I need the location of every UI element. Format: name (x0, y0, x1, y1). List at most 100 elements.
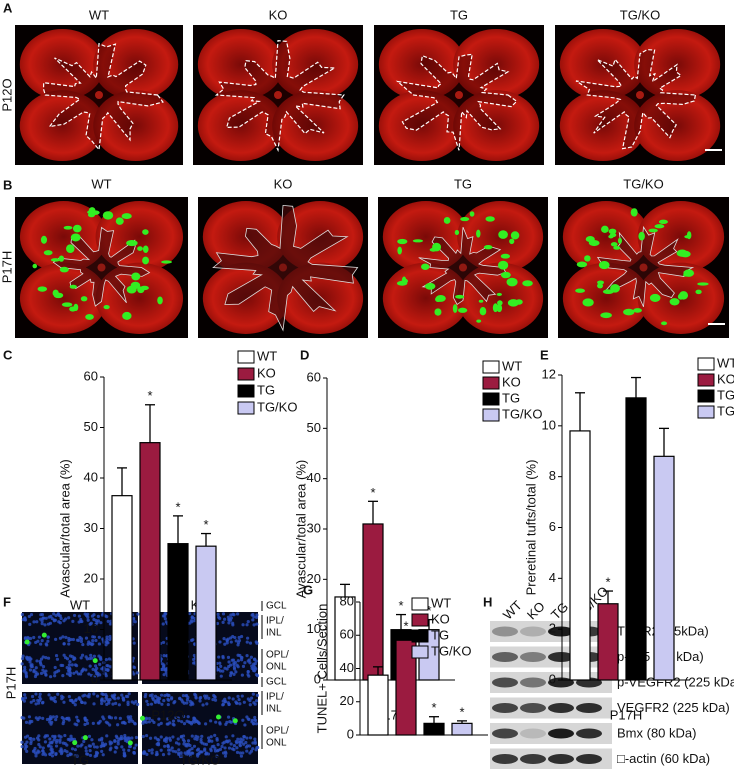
nucleus (188, 699, 192, 703)
y-tick-label: 20 (307, 571, 321, 586)
nucleus (177, 751, 181, 755)
neovascular-tuft (469, 211, 475, 217)
nucleus (108, 715, 112, 720)
nucleus (41, 616, 45, 620)
y-axis-label: Avascular/total area (%) (57, 459, 72, 598)
nucleus (168, 738, 172, 742)
nucleus (231, 734, 235, 738)
retina-image (558, 197, 729, 338)
nucleus (114, 734, 118, 738)
nucleus (254, 722, 258, 726)
nucleus (92, 617, 96, 622)
nucleus (99, 621, 103, 625)
nucleus (204, 696, 208, 700)
nucleus (219, 664, 223, 669)
nucleus (245, 749, 249, 753)
nucleus (44, 673, 48, 677)
nucleus (20, 662, 24, 666)
nucleus (227, 696, 231, 700)
retina-lobe (93, 28, 179, 100)
nucleus (198, 696, 202, 700)
nucleus (232, 613, 236, 617)
neovascular-tuft (601, 225, 609, 233)
nucleus (186, 715, 190, 719)
neovascular-tuft (66, 244, 75, 253)
nucleus (159, 693, 164, 697)
nucleus (180, 720, 184, 724)
nucleus (200, 734, 204, 738)
nucleus (196, 747, 201, 751)
neovascular-tuft (597, 283, 604, 289)
nucleus (58, 740, 62, 744)
neovascular-tuft (59, 266, 69, 273)
nucleus (241, 718, 245, 722)
nucleus (229, 636, 233, 640)
bar (362, 523, 384, 681)
nucleus (217, 615, 221, 619)
nucleus (132, 701, 136, 705)
nucleus (40, 612, 45, 617)
nucleus (190, 734, 194, 738)
nucleus (32, 737, 36, 741)
nucleus (146, 702, 150, 707)
nucleus (171, 735, 175, 739)
neovascular-tuft (69, 284, 77, 289)
neovascular-tuft (584, 255, 591, 262)
nucleus (53, 665, 57, 670)
blot-band (548, 728, 574, 739)
y-tick-label: 60 (84, 368, 98, 383)
y-axis-label: Avascular/total area (%) (293, 460, 308, 599)
nucleus (92, 654, 96, 658)
retina-image (378, 197, 548, 338)
tunel-cell (216, 714, 222, 720)
bar (111, 495, 133, 681)
nucleus (67, 636, 71, 641)
nucleus (236, 737, 240, 741)
tunel-cell (92, 658, 98, 664)
nucleus (144, 733, 149, 738)
neovascular-tuft (654, 224, 665, 229)
blot-band (548, 754, 574, 764)
nucleus (87, 744, 91, 748)
nucleus (188, 611, 192, 616)
nucleus (229, 640, 233, 644)
row-label: P12O (0, 78, 14, 111)
nucleus (213, 746, 217, 751)
nucleus (58, 738, 62, 742)
nucleus (34, 640, 38, 645)
neovascular-tuft (397, 246, 402, 255)
nucleus (165, 722, 169, 726)
neovascular-tuft (669, 298, 680, 306)
retina-image (15, 25, 183, 165)
nucleus (143, 695, 147, 699)
nucleus (75, 638, 80, 642)
x-category-label: P12O (151, 707, 184, 722)
nucleus (119, 734, 123, 739)
nucleus (94, 638, 98, 643)
layer-label: OPL/ (266, 726, 289, 737)
nucleus (234, 670, 238, 674)
nucleus (88, 753, 93, 758)
section-image (139, 692, 260, 764)
nucleus (38, 692, 42, 696)
legend-label: WT (717, 355, 734, 370)
neovascular-tuft (485, 216, 495, 222)
nucleus (30, 694, 35, 699)
neovascular-tuft (161, 260, 172, 264)
nucleus (50, 616, 54, 621)
nucleus (222, 637, 226, 641)
neovascular-tuft (585, 236, 595, 243)
nucleus (166, 748, 171, 752)
nucleus (105, 635, 109, 639)
neovascular-tuft (613, 245, 621, 250)
neovascular-tuft (115, 217, 124, 225)
neovascular-tuft (483, 244, 493, 250)
nucleus (120, 693, 124, 697)
nucleus (249, 655, 253, 659)
nucleus (250, 718, 254, 722)
neovascular-tuft (683, 273, 689, 277)
y-tick-label: 6 (549, 519, 556, 534)
nucleus (41, 655, 45, 659)
nucleus (97, 738, 102, 742)
nucleus (53, 618, 58, 622)
